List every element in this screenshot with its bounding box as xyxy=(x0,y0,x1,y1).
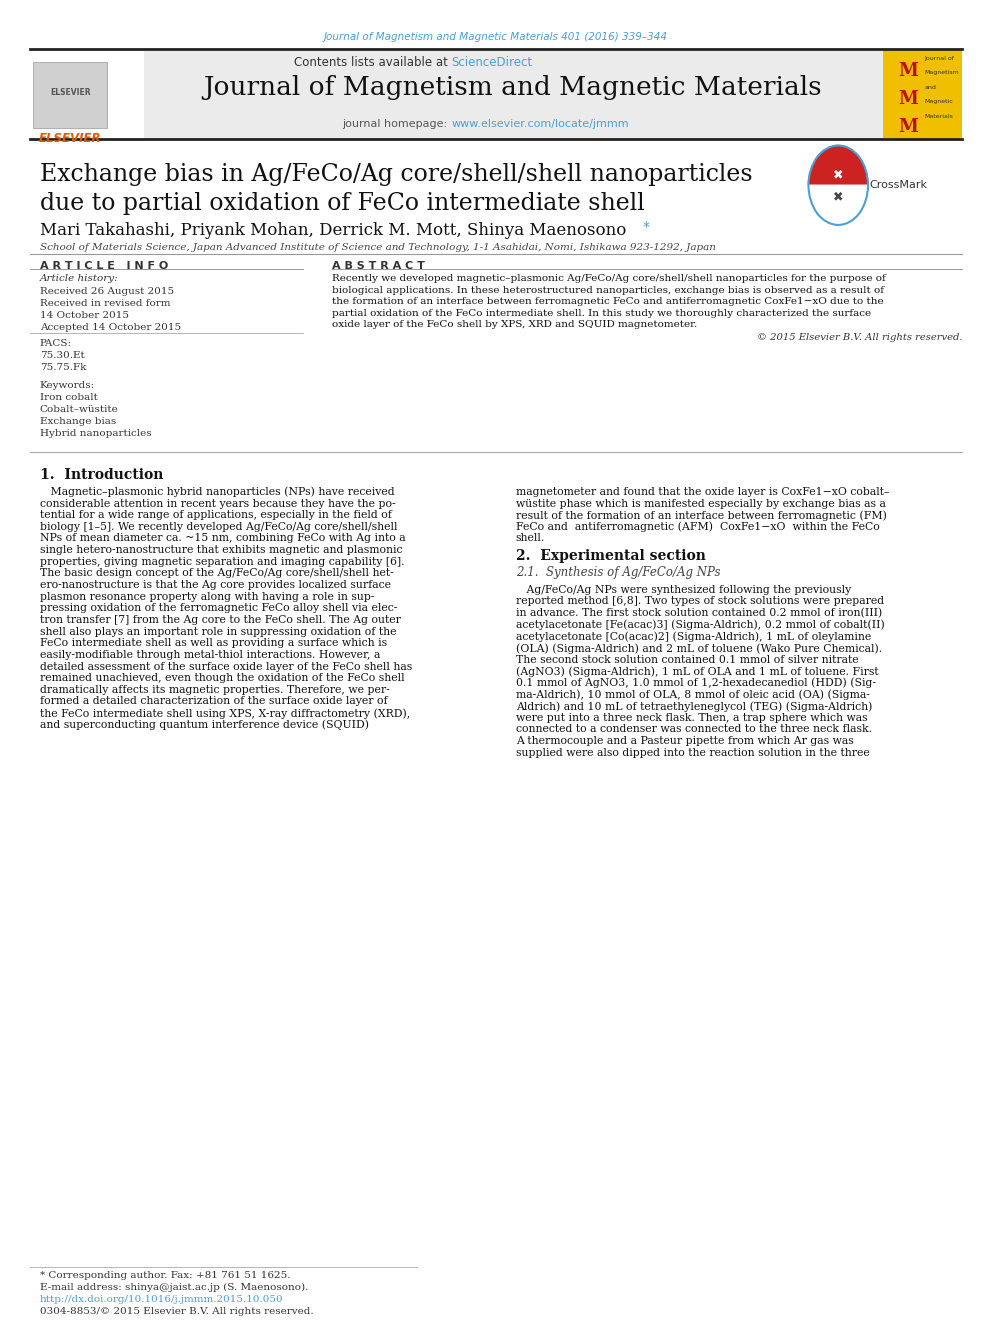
Text: Magnetism: Magnetism xyxy=(925,70,959,75)
Text: partial oxidation of the FeCo intermediate shell. In this study we thoroughly ch: partial oxidation of the FeCo intermedia… xyxy=(332,308,871,318)
Text: due to partial oxidation of FeCo intermediate shell: due to partial oxidation of FeCo interme… xyxy=(40,192,645,214)
Text: Aldrich) and 10 mL of tetraethyleneglycol (TEG) (Sigma-Aldrich): Aldrich) and 10 mL of tetraethyleneglyco… xyxy=(516,701,872,712)
Text: oxide layer of the FeCo shell by XPS, XRD and SQUID magnetometer.: oxide layer of the FeCo shell by XPS, XR… xyxy=(332,320,697,329)
Text: Magnetic: Magnetic xyxy=(925,99,953,105)
Text: ✖: ✖ xyxy=(833,191,843,204)
Text: NPs of mean diameter ca. ~15 nm, combining FeCo with Ag into a: NPs of mean diameter ca. ~15 nm, combini… xyxy=(40,533,406,544)
Text: M: M xyxy=(899,118,919,136)
Text: * Corresponding author. Fax: +81 761 51 1625.: * Corresponding author. Fax: +81 761 51 … xyxy=(40,1271,291,1281)
Text: M: M xyxy=(899,62,919,81)
Text: A thermocouple and a Pasteur pipette from which Ar gas was: A thermocouple and a Pasteur pipette fro… xyxy=(516,736,853,746)
Text: ✖: ✖ xyxy=(833,168,843,181)
Text: (OLA) (Sigma-Aldrich) and 2 mL of toluene (Wako Pure Chemical).: (OLA) (Sigma-Aldrich) and 2 mL of toluen… xyxy=(516,643,882,654)
Text: Magnetic–plasmonic hybrid nanoparticles (NPs) have received: Magnetic–plasmonic hybrid nanoparticles … xyxy=(40,487,394,497)
Text: Contents lists available at: Contents lists available at xyxy=(294,56,451,69)
Text: properties, giving magnetic separation and imaging capability [6].: properties, giving magnetic separation a… xyxy=(40,557,404,566)
Text: Keywords:: Keywords: xyxy=(40,381,95,390)
Text: 14 October 2015: 14 October 2015 xyxy=(40,311,129,320)
Text: Recently we developed magnetic–plasmonic Ag/FeCo/Ag core/shell/shell nanoparticl: Recently we developed magnetic–plasmonic… xyxy=(332,274,886,283)
Text: FeCo and  antiferromagnetic (AFM)  CoxFe1−xO  within the FeCo: FeCo and antiferromagnetic (AFM) CoxFe1−… xyxy=(516,521,880,532)
Text: ELSEVIER: ELSEVIER xyxy=(39,132,102,146)
Text: A B S T R A C T: A B S T R A C T xyxy=(332,261,426,271)
Text: © 2015 Elsevier B.V. All rights reserved.: © 2015 Elsevier B.V. All rights reserved… xyxy=(757,333,962,343)
Text: magnetometer and found that the oxide layer is CoxFe1−xO cobalt–: magnetometer and found that the oxide la… xyxy=(516,487,890,497)
Text: tron transfer [7] from the Ag core to the FeCo shell. The Ag outer: tron transfer [7] from the Ag core to th… xyxy=(40,615,401,624)
Text: ero-nanostructure is that the Ag core provides localized surface: ero-nanostructure is that the Ag core pr… xyxy=(40,579,391,590)
Text: Journal of Magnetism and Magnetic Materials: Journal of Magnetism and Magnetic Materi… xyxy=(203,75,822,101)
FancyBboxPatch shape xyxy=(33,62,107,128)
Text: 2.  Experimental section: 2. Experimental section xyxy=(516,549,705,564)
Text: Received in revised form: Received in revised form xyxy=(40,299,171,308)
Text: reported method [6,8]. Two types of stock solutions were prepared: reported method [6,8]. Two types of stoc… xyxy=(516,597,884,606)
Text: Accepted 14 October 2015: Accepted 14 October 2015 xyxy=(40,323,181,332)
Text: Article history:: Article history: xyxy=(40,274,118,283)
Text: tential for a wide range of applications, especially in the field of: tential for a wide range of applications… xyxy=(40,511,392,520)
Text: and: and xyxy=(925,85,936,90)
Text: considerable attention in recent years because they have the po-: considerable attention in recent years b… xyxy=(40,499,395,508)
Text: A R T I C L E   I N F O: A R T I C L E I N F O xyxy=(40,261,168,271)
Text: acetylacetonate [Co(acac)2] (Sigma-Aldrich), 1 mL of oleylamine: acetylacetonate [Co(acac)2] (Sigma-Aldri… xyxy=(516,631,871,642)
Text: Journal of Magnetism and Magnetic Materials 401 (2016) 339–344: Journal of Magnetism and Magnetic Materi… xyxy=(324,32,668,42)
Text: Ag/FeCo/Ag NPs were synthesized following the previously: Ag/FeCo/Ag NPs were synthesized followin… xyxy=(516,585,851,595)
Text: plasmon resonance property along with having a role in sup-: plasmon resonance property along with ha… xyxy=(40,591,374,602)
Text: biological applications. In these heterostructured nanoparticles, exchange bias : biological applications. In these hetero… xyxy=(332,286,884,295)
Text: 0304-8853/© 2015 Elsevier B.V. All rights reserved.: 0304-8853/© 2015 Elsevier B.V. All right… xyxy=(40,1307,313,1316)
Text: result of the formation of an interface between ferromagnetic (FM): result of the formation of an interface … xyxy=(516,511,887,521)
Text: acetylacetonate [Fe(acac)3] (Sigma-Aldrich), 0.2 mmol of cobalt(II): acetylacetonate [Fe(acac)3] (Sigma-Aldri… xyxy=(516,619,885,630)
FancyBboxPatch shape xyxy=(30,50,144,139)
Text: biology [1–5]. We recently developed Ag/FeCo/Ag core/shell/shell: biology [1–5]. We recently developed Ag/… xyxy=(40,521,397,532)
Text: www.elsevier.com/locate/jmmm: www.elsevier.com/locate/jmmm xyxy=(451,119,629,130)
Text: shell.: shell. xyxy=(516,533,545,544)
Text: the FeCo intermediate shell using XPS, X-ray diffractometry (XRD),: the FeCo intermediate shell using XPS, X… xyxy=(40,708,410,718)
Text: supplied were also dipped into the reaction solution in the three: supplied were also dipped into the react… xyxy=(516,747,870,758)
Text: Cobalt–wüstite: Cobalt–wüstite xyxy=(40,405,118,414)
Text: School of Materials Science, Japan Advanced Institute of Science and Technology,: School of Materials Science, Japan Advan… xyxy=(40,243,715,253)
Text: the formation of an interface between ferromagnetic FeCo and antiferromagnetic C: the formation of an interface between fe… xyxy=(332,298,884,306)
Text: easily-modifiable through metal-thiol interactions. However, a: easily-modifiable through metal-thiol in… xyxy=(40,650,380,660)
Text: Hybrid nanoparticles: Hybrid nanoparticles xyxy=(40,429,152,438)
Text: CrossMark: CrossMark xyxy=(869,180,927,191)
Text: single hetero-nanostructure that exhibits magnetic and plasmonic: single hetero-nanostructure that exhibit… xyxy=(40,545,402,556)
Text: were put into a three neck flask. Then, a trap sphere which was: were put into a three neck flask. Then, … xyxy=(516,713,867,722)
Text: 75.75.Fk: 75.75.Fk xyxy=(40,363,86,372)
Text: The basic design concept of the Ag/FeCo/Ag core/shell/shell het-: The basic design concept of the Ag/FeCo/… xyxy=(40,569,394,578)
Text: and superconducting quantum interference device (SQUID): and superconducting quantum interference… xyxy=(40,720,369,730)
FancyBboxPatch shape xyxy=(144,50,883,139)
Text: remained unachieved, even though the oxidation of the FeCo shell: remained unachieved, even though the oxi… xyxy=(40,673,405,683)
Text: ELSEVIER: ELSEVIER xyxy=(51,89,90,97)
Text: in advance. The first stock solution contained 0.2 mmol of iron(III): in advance. The first stock solution con… xyxy=(516,609,882,618)
Text: M: M xyxy=(899,90,919,108)
Text: connected to a condenser was connected to the three neck flask.: connected to a condenser was connected t… xyxy=(516,725,872,734)
Text: Received 26 August 2015: Received 26 August 2015 xyxy=(40,287,174,296)
Text: formed a detailed characterization of the surface oxide layer of: formed a detailed characterization of th… xyxy=(40,696,387,706)
Text: 75.30.Et: 75.30.Et xyxy=(40,351,84,360)
Text: ScienceDirect: ScienceDirect xyxy=(451,56,533,69)
Text: 0.1 mmol of AgNO3, 1.0 mmol of 1,2-hexadecanediol (HDD) (Sig-: 0.1 mmol of AgNO3, 1.0 mmol of 1,2-hexad… xyxy=(516,677,876,688)
Text: wüstite phase which is manifested especially by exchange bias as a: wüstite phase which is manifested especi… xyxy=(516,499,886,508)
Text: Materials: Materials xyxy=(925,114,953,119)
Text: detailed assessment of the surface oxide layer of the FeCo shell has: detailed assessment of the surface oxide… xyxy=(40,662,412,672)
Text: 1.  Introduction: 1. Introduction xyxy=(40,468,163,483)
Wedge shape xyxy=(808,146,868,185)
Text: *: * xyxy=(643,220,650,234)
FancyBboxPatch shape xyxy=(883,50,962,139)
Text: 2.1.  Synthesis of Ag/FeCo/Ag NPs: 2.1. Synthesis of Ag/FeCo/Ag NPs xyxy=(516,566,720,579)
Text: (AgNO3) (Sigma-Aldrich), 1 mL of OLA and 1 mL of toluene. First: (AgNO3) (Sigma-Aldrich), 1 mL of OLA and… xyxy=(516,667,879,677)
Text: journal homepage:: journal homepage: xyxy=(342,119,451,130)
Text: E-mail address: shinya@jaist.ac.jp (S. Maenosono).: E-mail address: shinya@jaist.ac.jp (S. M… xyxy=(40,1283,309,1293)
Text: dramatically affects its magnetic properties. Therefore, we per-: dramatically affects its magnetic proper… xyxy=(40,685,390,695)
Text: ma-Aldrich), 10 mmol of OLA, 8 mmol of oleic acid (OA) (Sigma-: ma-Aldrich), 10 mmol of OLA, 8 mmol of o… xyxy=(516,689,870,700)
Text: pressing oxidation of the ferromagnetic FeCo alloy shell via elec-: pressing oxidation of the ferromagnetic … xyxy=(40,603,397,614)
Text: Iron cobalt: Iron cobalt xyxy=(40,393,97,402)
Text: shell also plays an important role in suppressing oxidation of the: shell also plays an important role in su… xyxy=(40,627,396,636)
Text: Exchange bias in Ag/FeCo/Ag core/shell/shell nanoparticles: Exchange bias in Ag/FeCo/Ag core/shell/s… xyxy=(40,163,752,185)
Text: PACS:: PACS: xyxy=(40,339,71,348)
Text: http://dx.doi.org/10.1016/j.jmmm.2015.10.050: http://dx.doi.org/10.1016/j.jmmm.2015.10… xyxy=(40,1295,284,1304)
Wedge shape xyxy=(808,185,868,225)
Text: Mari Takahashi, Priyank Mohan, Derrick M. Mott, Shinya Maenosono: Mari Takahashi, Priyank Mohan, Derrick M… xyxy=(40,222,626,239)
Text: The second stock solution contained 0.1 mmol of silver nitrate: The second stock solution contained 0.1 … xyxy=(516,655,858,664)
Text: Exchange bias: Exchange bias xyxy=(40,417,116,426)
Text: FeCo intermediate shell as well as providing a surface which is: FeCo intermediate shell as well as provi… xyxy=(40,638,387,648)
Text: Journal of: Journal of xyxy=(925,56,954,61)
